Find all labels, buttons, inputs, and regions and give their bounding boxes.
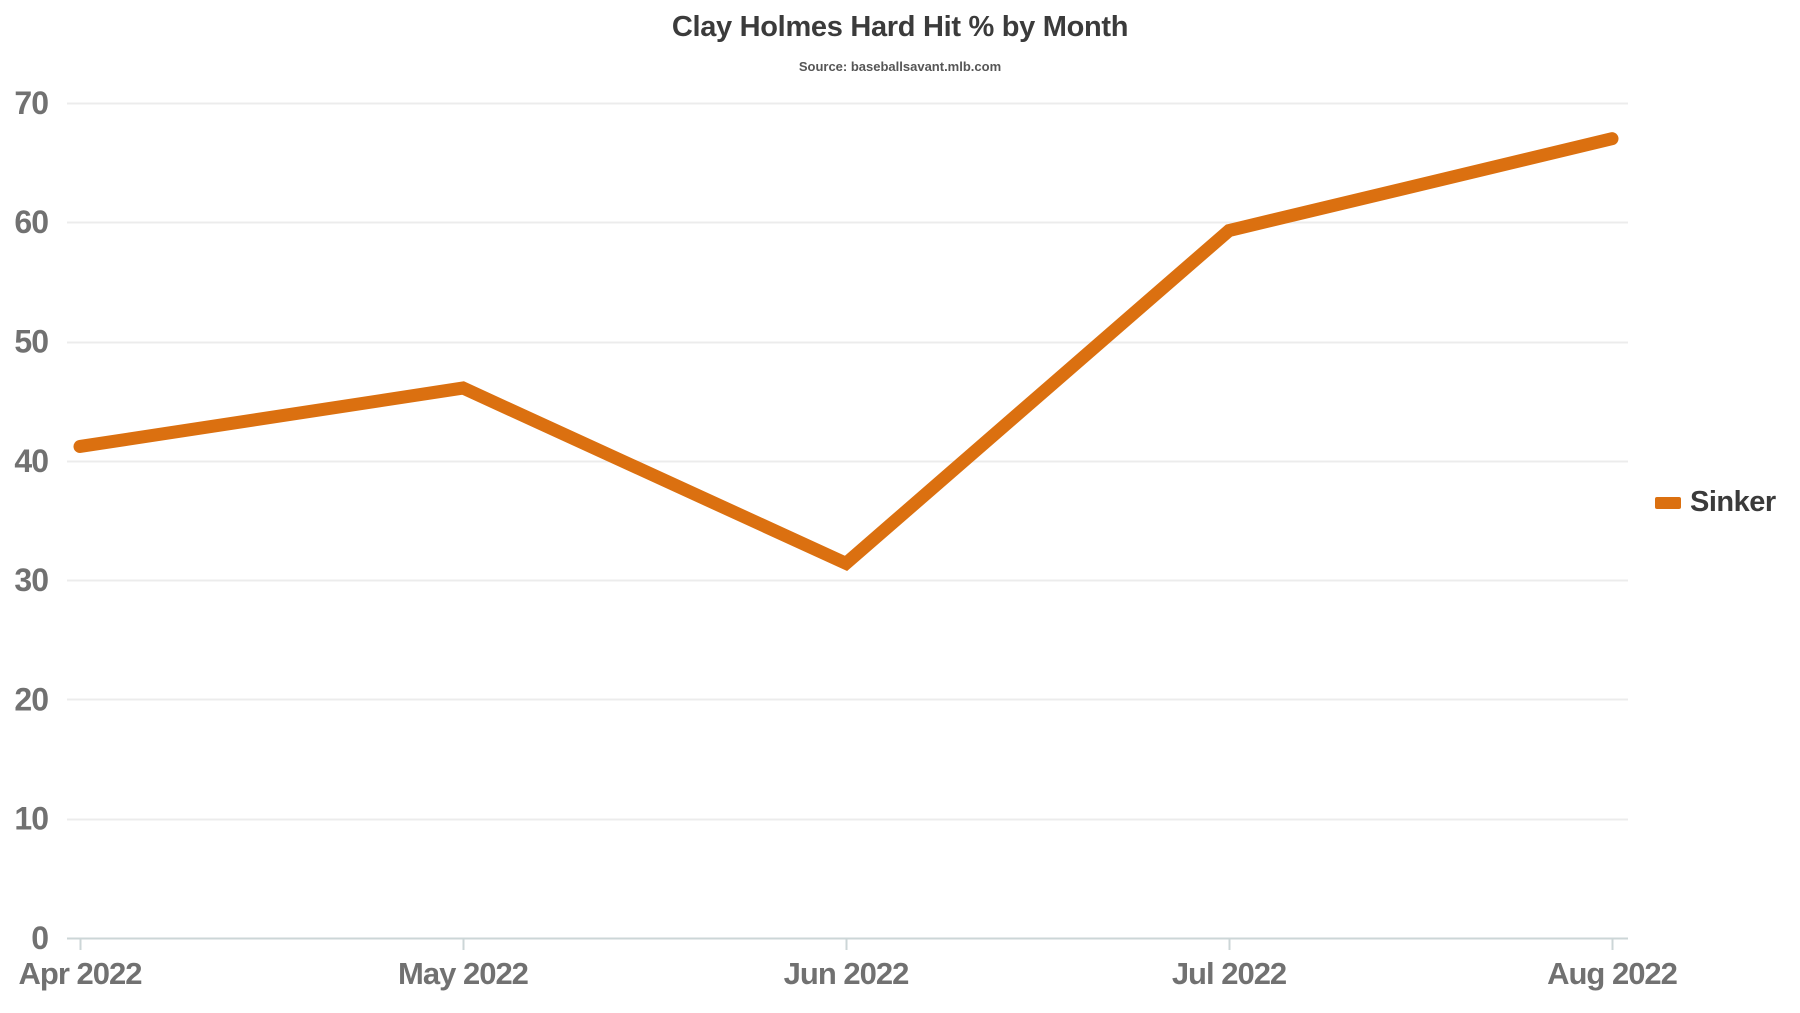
chart-title: Clay Holmes Hard Hit % by Month <box>671 11 1129 43</box>
x-tick-label: Aug 2022 <box>1547 956 1677 991</box>
legend: Sinker <box>1655 488 1776 517</box>
y-tick-label: 20 <box>14 681 48 717</box>
y-tick-label: 60 <box>14 204 48 240</box>
x-tick-label: May 2022 <box>398 956 528 991</box>
y-tick-label: 50 <box>14 324 48 360</box>
chart-source: Source: baseballsavant.mlb.com <box>798 59 1002 74</box>
legend-swatch-sinker-icon <box>1655 496 1681 509</box>
series-line-sinker <box>73 132 1619 572</box>
x-tick-label: Jun 2022 <box>784 956 909 991</box>
legend-label-sinker: Sinker <box>1690 486 1776 518</box>
y-tick-label: 0 <box>31 920 48 956</box>
x-tick-label: Jul 2022 <box>1172 956 1286 991</box>
x-tick-label: Apr 2022 <box>19 956 142 991</box>
y-tick-label: 30 <box>14 562 48 598</box>
y-tick-label: 40 <box>14 443 48 479</box>
y-tick-label: 70 <box>14 85 48 121</box>
y-tick-label: 10 <box>14 801 48 837</box>
